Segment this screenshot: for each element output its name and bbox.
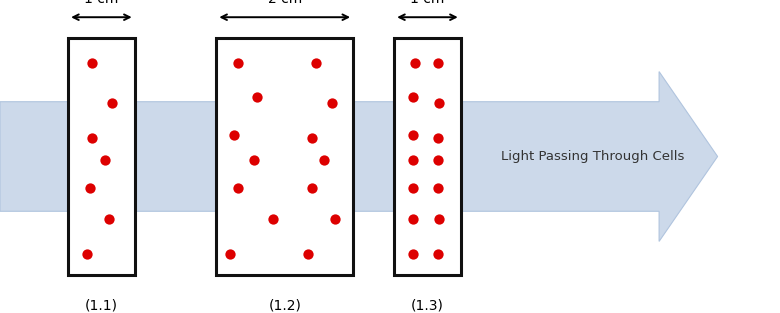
Point bbox=[317, 157, 330, 162]
Point bbox=[247, 157, 260, 162]
Point bbox=[433, 101, 445, 106]
Point bbox=[232, 60, 244, 65]
Text: Light Passing Through Cells: Light Passing Through Cells bbox=[501, 150, 685, 163]
Point bbox=[86, 135, 98, 140]
Point bbox=[302, 251, 314, 256]
Point bbox=[81, 251, 94, 256]
Point bbox=[407, 157, 420, 162]
Point bbox=[99, 157, 112, 162]
Point bbox=[432, 251, 445, 256]
Point bbox=[433, 217, 445, 222]
Text: (1.1): (1.1) bbox=[85, 299, 118, 313]
Point bbox=[86, 60, 98, 65]
Point bbox=[306, 135, 318, 140]
Point bbox=[407, 95, 420, 100]
Point bbox=[432, 185, 445, 190]
Point bbox=[83, 185, 96, 190]
Point bbox=[329, 217, 342, 222]
Point bbox=[407, 132, 420, 137]
Point bbox=[432, 135, 445, 140]
Point bbox=[432, 157, 445, 162]
Point bbox=[224, 251, 236, 256]
Bar bbox=[69, 38, 135, 275]
Text: (1.2): (1.2) bbox=[268, 299, 301, 313]
Point bbox=[325, 101, 338, 106]
Point bbox=[409, 60, 421, 65]
Text: (1.3): (1.3) bbox=[411, 299, 444, 313]
Point bbox=[407, 185, 420, 190]
Text: 1 cm: 1 cm bbox=[410, 0, 445, 6]
Text: 1 cm: 1 cm bbox=[84, 0, 119, 6]
Point bbox=[251, 95, 264, 100]
Point bbox=[306, 185, 318, 190]
Point bbox=[432, 60, 445, 65]
Polygon shape bbox=[0, 72, 718, 241]
Point bbox=[232, 185, 244, 190]
Bar bbox=[216, 38, 353, 275]
Point bbox=[103, 217, 115, 222]
Point bbox=[267, 217, 279, 222]
Point bbox=[407, 217, 420, 222]
Point bbox=[407, 251, 420, 256]
Point bbox=[310, 60, 322, 65]
Point bbox=[105, 101, 118, 106]
Point bbox=[228, 132, 240, 137]
Bar bbox=[395, 38, 460, 275]
Text: 2 cm: 2 cm bbox=[268, 0, 302, 6]
